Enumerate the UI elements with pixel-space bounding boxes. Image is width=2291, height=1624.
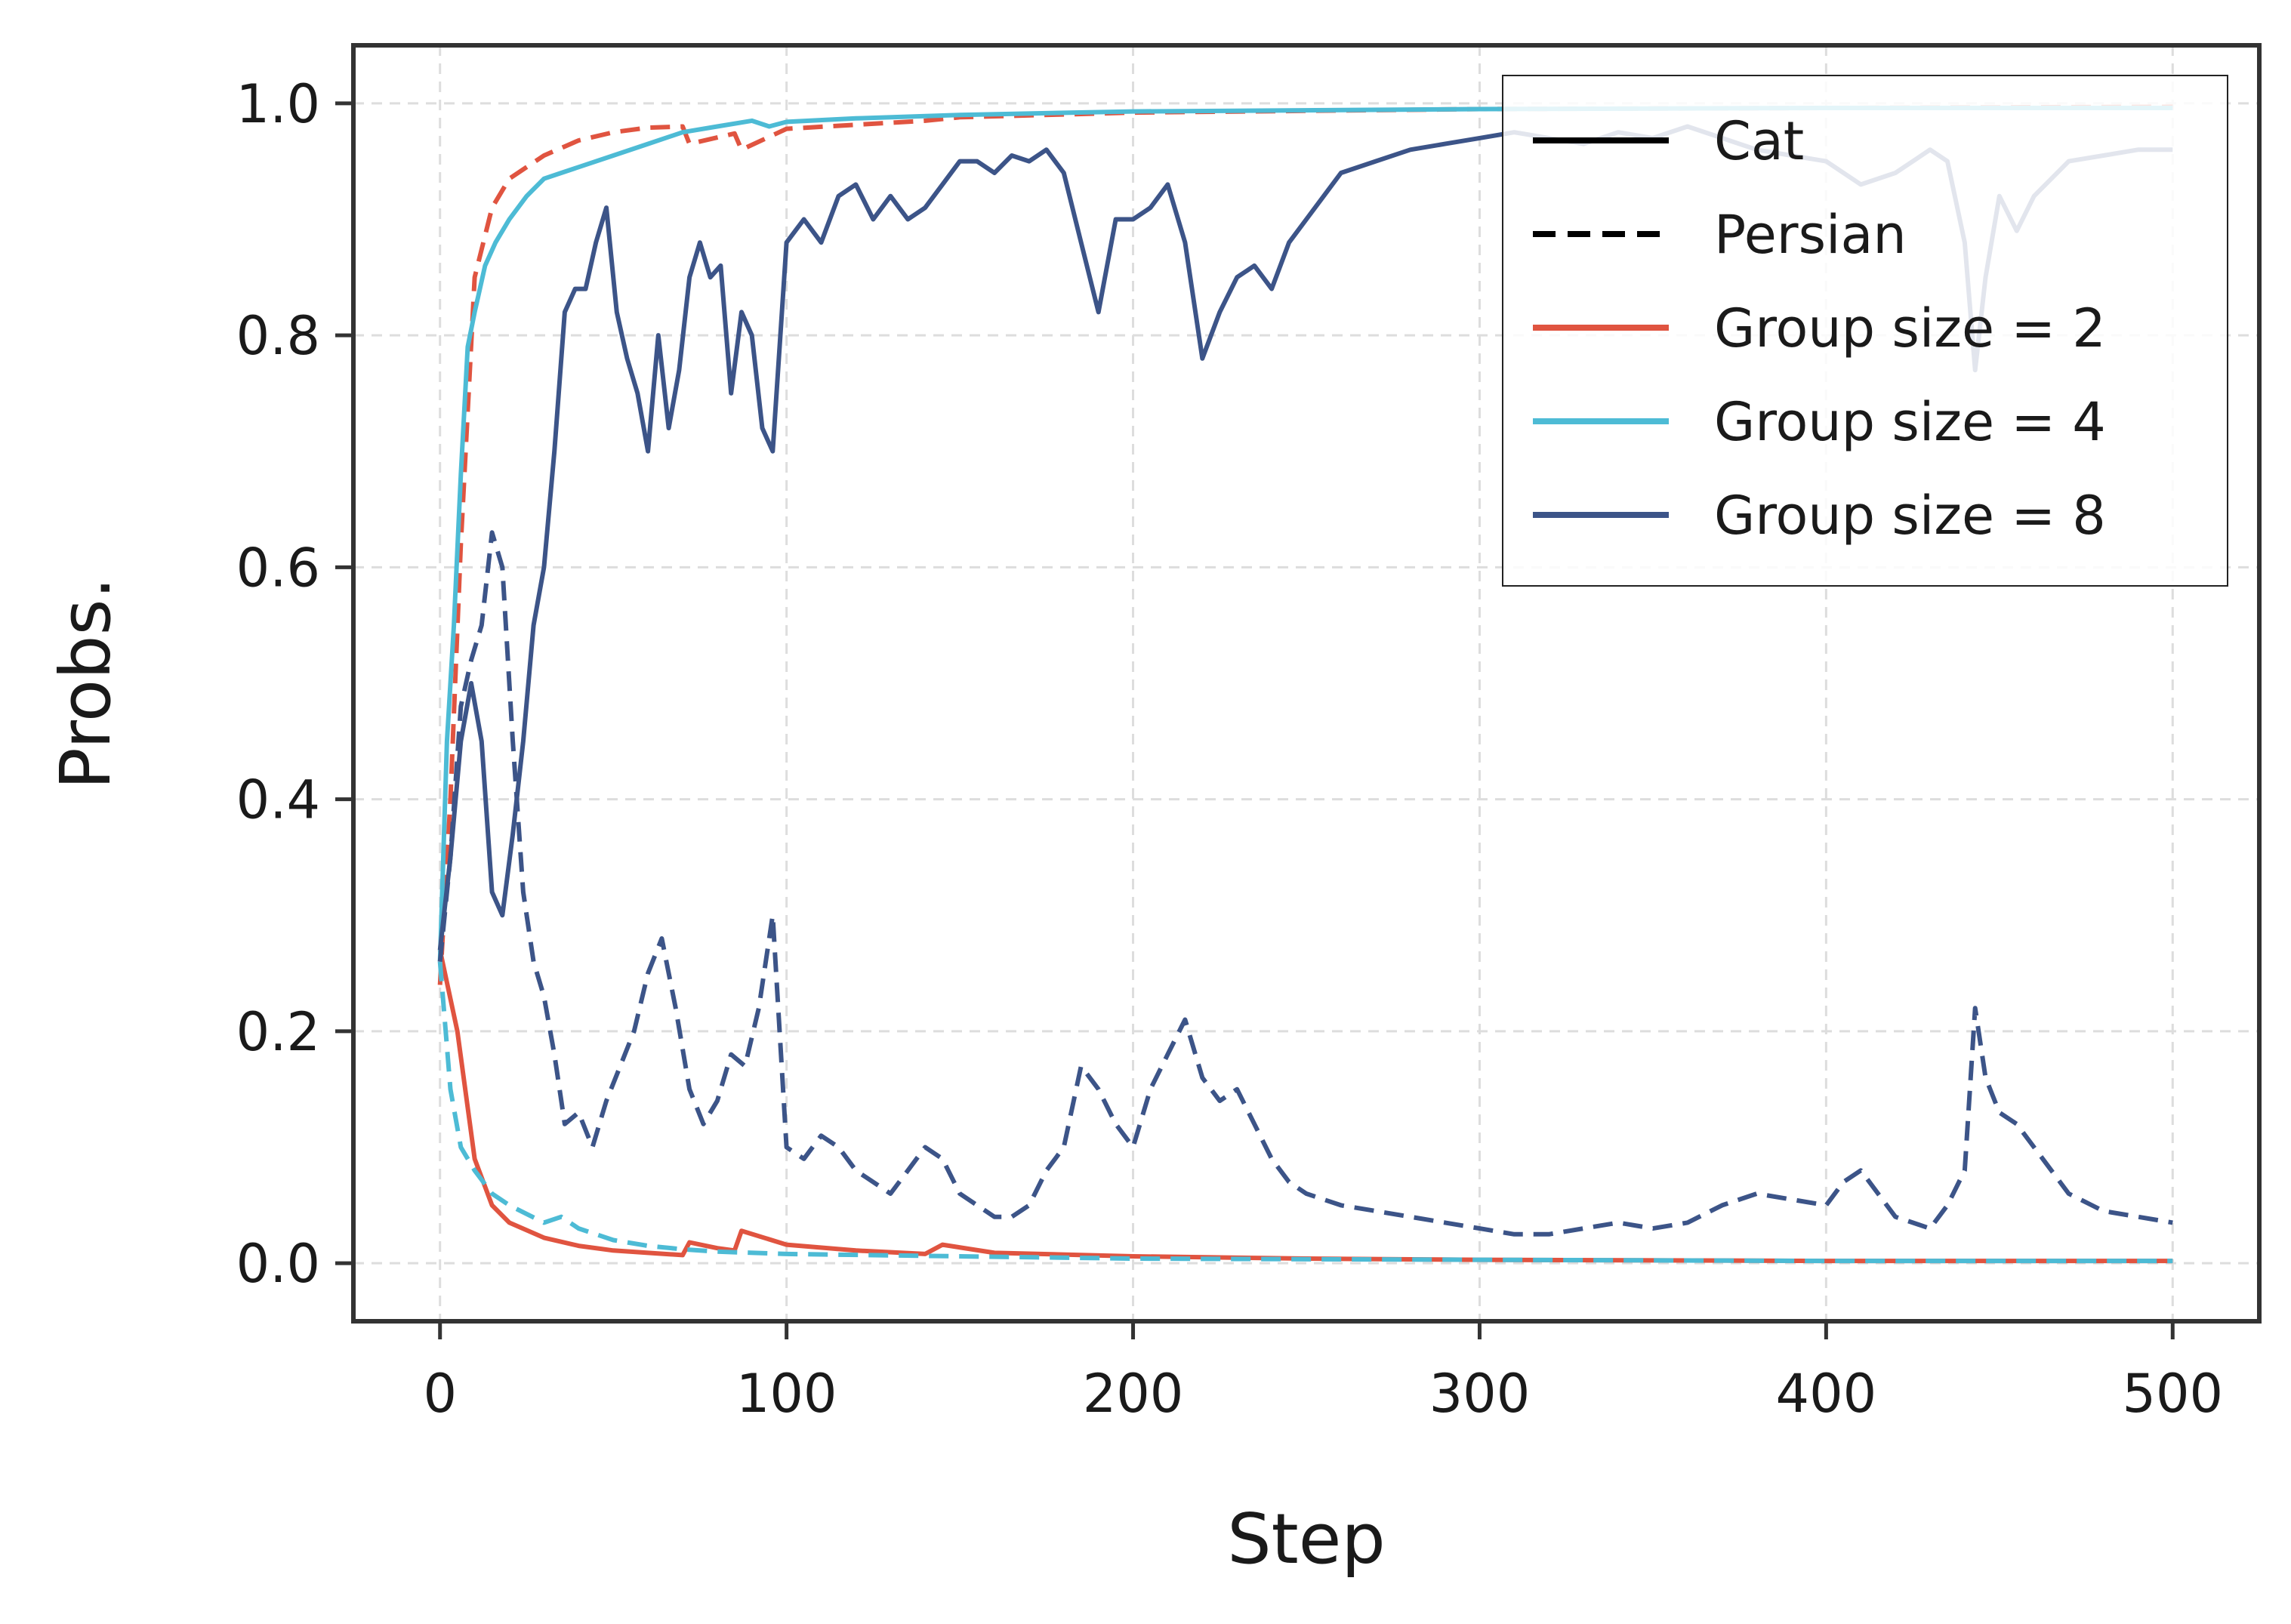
legend-label-1: Persian	[1714, 204, 1907, 266]
x-tick-label-2: 200	[1083, 1363, 1184, 1425]
x-tick-label-1: 100	[736, 1363, 837, 1425]
y-tick-label-1: 0.2	[236, 1001, 320, 1063]
grid-lines	[353, 45, 2259, 1321]
legend: Cat Persian Group size = 2 Group size = 4 Gr…	[1502, 75, 2228, 587]
x-tick-label-0: 0	[423, 1363, 457, 1425]
legend-label-0: Cat	[1714, 110, 1804, 172]
y-tick-label-5: 1.0	[236, 73, 320, 135]
series-line-2	[437, 106, 2173, 962]
x-axis-label: Step	[1227, 1499, 1385, 1579]
legend-label-2: Group size = 2	[1714, 297, 2106, 359]
plot-frame	[351, 43, 2262, 1324]
x-tick-label-4: 400	[1776, 1363, 1877, 1425]
series-line-0	[437, 949, 2173, 1264]
series-line-5	[437, 530, 2173, 1237]
x-tick-label-5: 500	[2122, 1363, 2223, 1425]
y-tick-label-3: 0.6	[236, 537, 320, 599]
y-tick-label-4: 0.8	[236, 305, 320, 367]
plot-series	[437, 104, 2173, 1264]
x-tick-label-3: 300	[1429, 1363, 1531, 1425]
x-axis-ticks: 0 100 200 300 400 500	[423, 1321, 2223, 1425]
series-line-3	[437, 961, 2173, 1264]
y-axis-ticks: 0.0 0.2 0.4 0.6 0.8 1.0	[236, 73, 353, 1295]
legend-entries: Cat Persian Group size = 2 Group size = 4 Gr…	[1533, 110, 2106, 547]
y-tick-label-2: 0.4	[236, 769, 320, 831]
legend-label-4: Group size = 8	[1714, 485, 2106, 547]
y-axis-label: Probs.	[45, 577, 126, 790]
legend-label-3: Group size = 4	[1714, 391, 2106, 453]
y-tick-label-0: 0.0	[236, 1233, 320, 1295]
